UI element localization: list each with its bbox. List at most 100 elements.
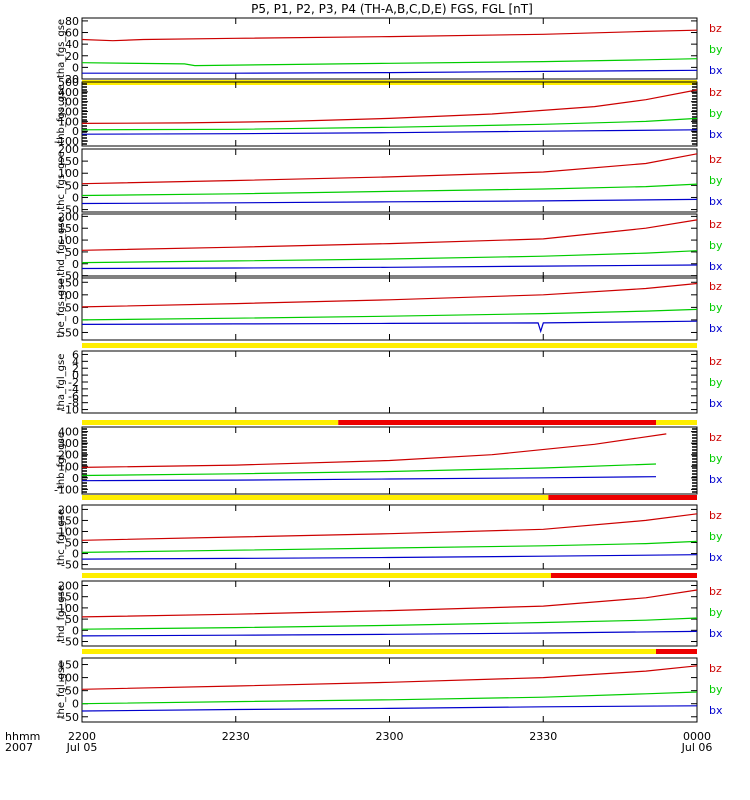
y-tick-label: 300 — [58, 437, 79, 450]
y-tick-label: 20 — [65, 50, 79, 63]
x-tick-label: 0000 — [683, 730, 711, 743]
x-tick-label: 2200 — [68, 730, 96, 743]
y-tick-label: -6 — [68, 390, 79, 403]
x-tick-label: 2230 — [222, 730, 250, 743]
y-tick-label: 200 — [58, 449, 79, 462]
chart-title: P5, P1, P2, P3, P4 (TH-A,B,C,D,E) FGS, F… — [251, 2, 533, 16]
legend-bz: bz — [709, 509, 722, 522]
legend-bz: bz — [709, 86, 722, 99]
y-tick-label: -50 — [61, 711, 79, 724]
x-tick-label: 2300 — [376, 730, 404, 743]
legend-bx: bx — [709, 473, 723, 486]
series-line-bz — [81, 513, 698, 541]
y-tick-label: 6 — [72, 348, 79, 361]
legend-by: by — [709, 107, 723, 120]
x-year-label: 2007 — [5, 741, 33, 754]
y-tick-label: 2 — [72, 362, 79, 375]
series-line-bx — [81, 630, 698, 637]
y-axis-label: tha_fgl_gse — [56, 354, 67, 411]
y-tick-label: 400 — [58, 426, 79, 439]
legend-by: by — [709, 43, 723, 56]
y-tick-label: -4 — [68, 383, 79, 396]
series-line-bx — [82, 69, 698, 74]
series-line-by — [81, 250, 698, 264]
y-tick-label: 500 — [58, 76, 79, 89]
series-line-by — [81, 183, 698, 197]
series-line-bz — [81, 219, 698, 251]
y-tick-label: 0 — [72, 191, 79, 204]
status-bar-red — [550, 573, 697, 578]
y-tick-label: -50 — [61, 270, 79, 283]
y-tick-label: 150 — [58, 514, 79, 527]
legend-bx: bx — [709, 260, 723, 273]
x-unit-label: hhmm — [5, 730, 40, 743]
legend-bz: bz — [709, 585, 722, 598]
y-tick-label: -50 — [61, 559, 79, 572]
y-axis-label: thd_fgl_gse — [56, 585, 67, 642]
y-axis-label: tha_fgs_gse — [56, 19, 67, 78]
y-tick-label: 100 — [58, 115, 79, 128]
y-tick-label: 150 — [58, 591, 79, 604]
status-bar-yellow — [656, 420, 697, 425]
y-tick-label: 200 — [58, 143, 79, 156]
y-tick-label: -100 — [54, 135, 79, 148]
series-line-bx — [81, 129, 698, 135]
series-line-by — [81, 463, 657, 477]
status-bar-yellow — [82, 343, 697, 348]
y-tick-label: 80 — [65, 15, 79, 28]
y-tick-label: 100 — [58, 672, 79, 685]
panel-frame — [81, 275, 698, 341]
legend-by: by — [709, 174, 723, 187]
legend-by: by — [709, 530, 723, 543]
status-bar-red — [338, 420, 656, 425]
x-tick-date: Jul 06 — [681, 741, 713, 754]
panel-frame — [81, 17, 698, 80]
series-line-bz — [81, 89, 698, 124]
y-tick-label: 100 — [58, 525, 79, 538]
legend-bz: bz — [709, 153, 722, 166]
legend-bx: bx — [709, 627, 723, 640]
series-line-by — [81, 308, 698, 321]
legend-by: by — [709, 301, 723, 314]
status-bar-yellow — [82, 649, 656, 654]
x-tick-date: Jul 05 — [66, 741, 98, 754]
series-line-by — [81, 540, 698, 553]
y-tick-label: 50 — [65, 179, 79, 192]
legend-bx: bx — [709, 128, 723, 141]
x-tick-label: 2330 — [529, 730, 557, 743]
legend-by: by — [709, 376, 723, 389]
y-tick-label: 50 — [65, 301, 79, 314]
y-tick-label: -100 — [54, 483, 79, 496]
y-tick-label: 20 — [65, 73, 79, 86]
status-bar-red — [548, 495, 697, 500]
y-tick-label: 40 — [65, 38, 79, 51]
series-line-bz — [81, 282, 698, 308]
y-axis-label: thb_fgl_gse — [56, 432, 67, 489]
series-line-bx — [81, 705, 698, 712]
y-tick-label: 0 — [72, 61, 79, 74]
legend-by: by — [709, 239, 723, 252]
y-tick-label: 0 — [72, 548, 79, 561]
y-axis-label: the_fgs_gse — [56, 278, 67, 337]
status-bar-red — [656, 649, 697, 654]
y-tick-label: 0 — [72, 624, 79, 637]
series-line-bz — [81, 153, 698, 185]
y-axis-label: the_fgl_gse — [56, 662, 67, 719]
panel-frame — [81, 580, 698, 647]
y-tick-label: 100 — [58, 167, 79, 180]
legend-bz: bz — [709, 22, 722, 35]
legend-bx: bx — [709, 704, 723, 717]
legend-bz: bz — [709, 280, 722, 293]
series-line-by — [81, 617, 698, 630]
series-line-bx — [81, 264, 698, 270]
series-line-by — [81, 691, 698, 705]
legend-bz: bz — [709, 218, 722, 231]
